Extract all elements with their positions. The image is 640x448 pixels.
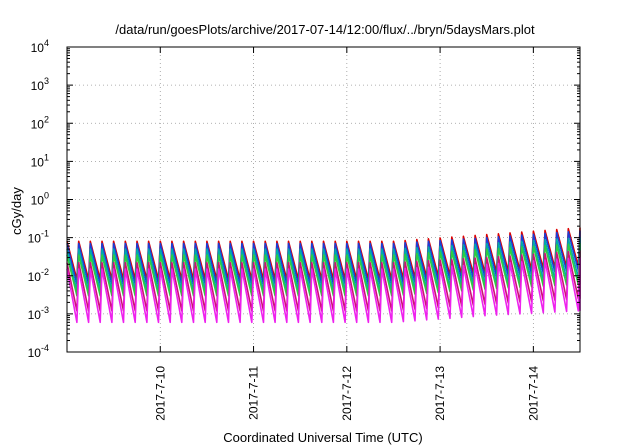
y-tick-label: 103 [31, 76, 49, 93]
y-axis: 10-4 10-3 10-2 10-1 100 101 102 103 104 [28, 38, 580, 360]
y-tick-label: 102 [31, 114, 49, 131]
x-tick-label: 2017-7-11 [247, 366, 261, 420]
x-axis: 2017-7-10 2017-7-11 2017-7-12 2017-7-13 2017… [153, 47, 540, 421]
y-tick-label: 100 [31, 191, 49, 208]
x-axis-label: Coordinated Universal Time (UTC) [223, 430, 422, 445]
y-tick-label: 10-2 [28, 267, 49, 284]
y-tick-label: 10-4 [28, 343, 49, 360]
series-line [66, 236, 581, 292]
series-layer [66, 227, 581, 324]
chart-title: /data/run/goesPlots/archive/2017-07-14/1… [115, 22, 535, 37]
x-tick-label: 2017-7-12 [340, 366, 354, 421]
series-line [66, 250, 581, 312]
series-line [66, 256, 581, 324]
series-line [66, 227, 581, 281]
y-tick-label: 10-3 [28, 305, 49, 322]
x-tick-label: 2017-7-13 [433, 366, 447, 421]
y-axis-label: cGy/day [9, 187, 24, 235]
y-tick-label: 101 [31, 152, 49, 169]
x-tick-label: 2017-7-14 [526, 366, 540, 421]
x-tick-label: 2017-7-10 [153, 366, 167, 421]
series-line [66, 242, 581, 297]
y-tick-label: 10-1 [28, 229, 49, 246]
y-tick-label: 104 [31, 38, 49, 55]
series-line [66, 230, 581, 285]
